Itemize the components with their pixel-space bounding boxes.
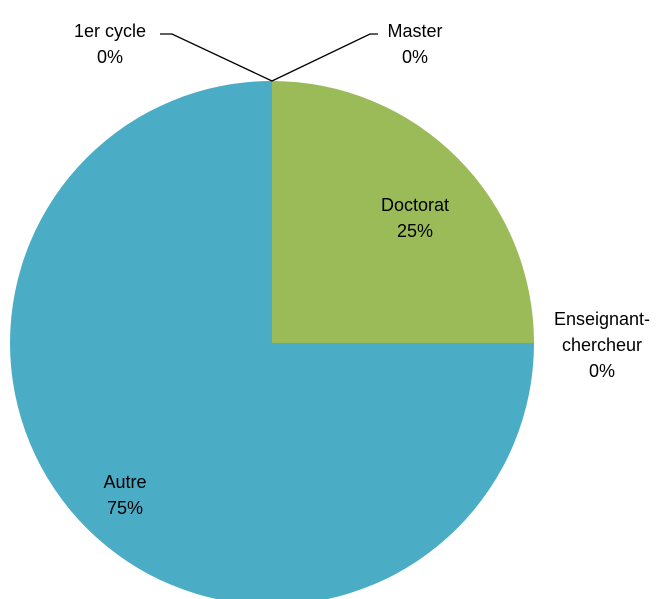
value-label: 75%	[106, 498, 144, 518]
slice-label: Enseignant-chercheur 0%	[547, 306, 657, 384]
slice-label: Autre 75%	[103, 469, 146, 521]
pie-slice	[10, 81, 534, 599]
slice-label: Doctorat 25%	[381, 192, 449, 244]
value-label: 0%	[401, 47, 429, 67]
pie-slice	[272, 81, 534, 343]
value-label: 0%	[588, 361, 615, 381]
category-label: 1er cycle	[73, 21, 147, 41]
slice-label: Master 0%	[387, 18, 442, 70]
category-label: Autre	[103, 472, 147, 492]
value-label: 25%	[396, 221, 434, 241]
category-label: Master	[387, 21, 443, 41]
slice-label: 1er cycle 0%	[74, 18, 146, 70]
category-label: Enseignant-chercheur	[553, 309, 651, 355]
leader-line	[160, 33, 273, 82]
leader-line	[271, 33, 378, 82]
value-label: 0%	[96, 47, 123, 67]
category-label: Doctorat	[380, 195, 450, 215]
